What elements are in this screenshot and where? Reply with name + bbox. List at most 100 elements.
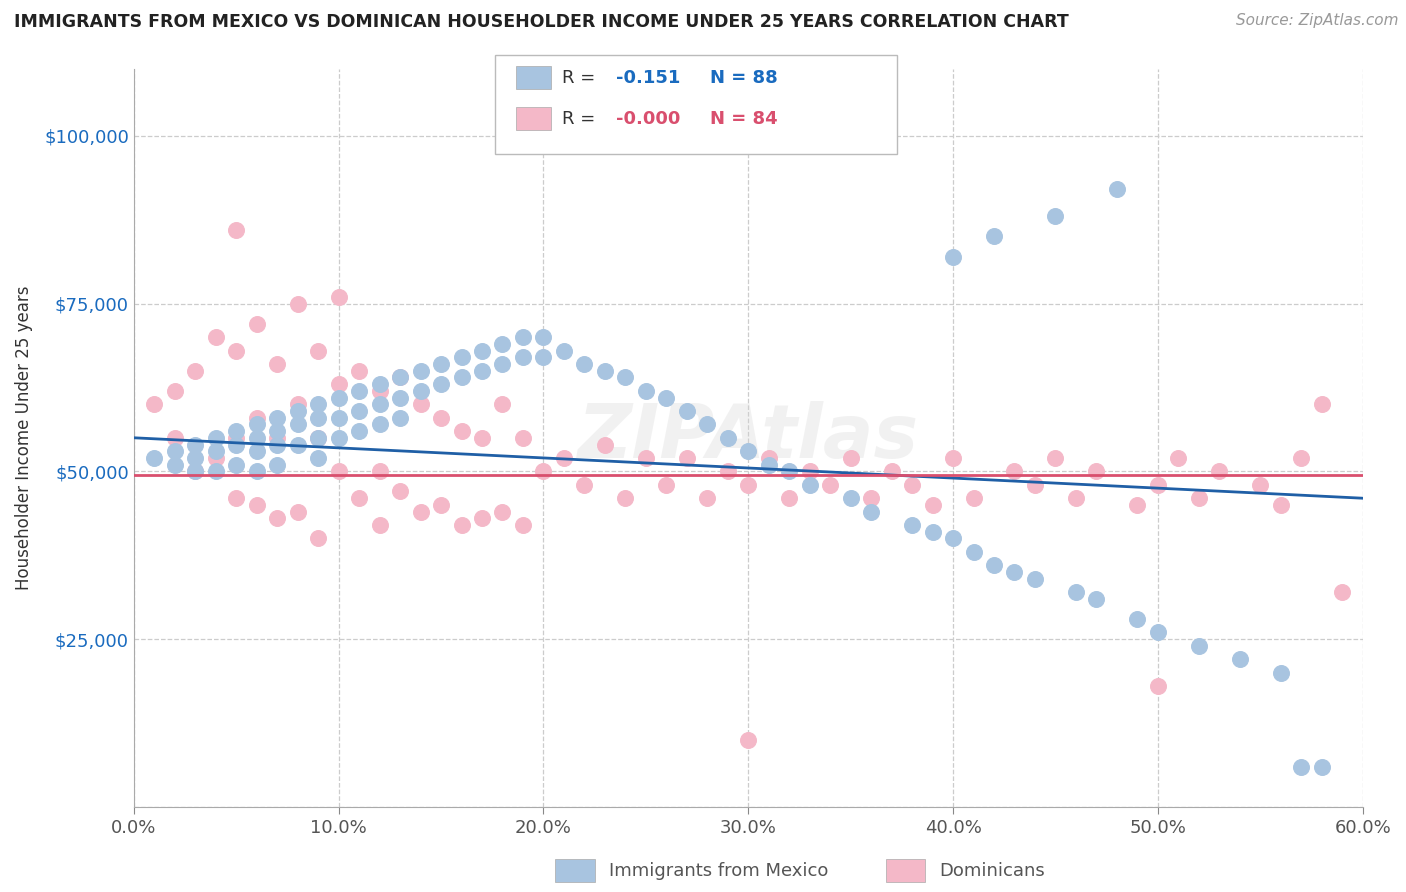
Point [593,364,616,378]
Point [287,296,309,310]
Point [1188,491,1211,506]
Point [901,518,924,533]
Point [307,343,329,358]
Point [328,290,350,304]
Point [1270,498,1292,512]
Point [328,391,350,405]
Point [347,404,370,418]
Point [942,532,965,546]
Point [574,477,596,491]
Point [778,464,800,478]
Point [246,431,269,445]
Point [328,431,350,445]
Point [389,391,412,405]
Point [818,477,841,491]
Point [696,491,718,506]
Point [287,417,309,432]
Point [1004,565,1026,579]
Point [225,458,247,472]
Point [450,370,472,384]
Point [184,464,207,478]
Point [409,505,432,519]
Point [758,450,780,465]
Point [717,431,740,445]
Point [962,545,984,559]
Text: N = 88: N = 88 [710,69,778,87]
Point [328,464,350,478]
Point [225,491,247,506]
Point [942,250,965,264]
Point [204,444,226,458]
Point [246,417,269,432]
Point [347,384,370,398]
Point [287,437,309,451]
Point [409,397,432,411]
Point [921,498,943,512]
Point [266,357,288,371]
Point [1064,585,1087,599]
Point [225,437,247,451]
Point [328,377,350,392]
Point [184,464,207,478]
Point [409,364,432,378]
Point [1270,665,1292,680]
Point [655,477,678,491]
Point [450,350,472,364]
Point [307,450,329,465]
Point [347,491,370,506]
Point [389,484,412,499]
Point [1146,679,1168,693]
Point [1310,397,1333,411]
Text: ZIPAtlas: ZIPAtlas [578,401,918,475]
Point [839,491,862,506]
Point [614,491,637,506]
Point [1126,498,1149,512]
Point [1085,464,1108,478]
Point [409,384,432,398]
Point [368,518,391,533]
Point [634,450,657,465]
Point [512,518,534,533]
Point [307,397,329,411]
Point [1167,450,1189,465]
Text: IMMIGRANTS FROM MEXICO VS DOMINICAN HOUSEHOLDER INCOME UNDER 25 YEARS CORRELATIO: IMMIGRANTS FROM MEXICO VS DOMINICAN HOUS… [14,13,1069,31]
Point [614,370,637,384]
Point [347,364,370,378]
Point [471,511,494,525]
Point [307,431,329,445]
Point [266,437,288,451]
Point [266,458,288,472]
Point [184,437,207,451]
Point [287,397,309,411]
Point [1289,760,1312,774]
Point [347,424,370,438]
Point [368,417,391,432]
Point [512,431,534,445]
Point [368,377,391,392]
Point [246,464,269,478]
Point [163,444,186,458]
Point [225,431,247,445]
Point [450,424,472,438]
Point [1310,760,1333,774]
Point [204,431,226,445]
Point [491,397,513,411]
Point [1024,477,1046,491]
Y-axis label: Householder Income Under 25 years: Householder Income Under 25 years [15,285,32,590]
Point [163,384,186,398]
Point [430,377,453,392]
Point [655,391,678,405]
Text: Dominicans: Dominicans [939,862,1045,880]
Text: R =: R = [562,69,602,87]
Point [491,505,513,519]
Point [839,450,862,465]
Point [533,464,555,478]
Point [737,733,759,747]
Point [1146,625,1168,640]
Point [1105,182,1128,196]
Point [921,524,943,539]
Point [799,477,821,491]
Point [328,410,350,425]
Point [983,229,1005,244]
Point [389,370,412,384]
